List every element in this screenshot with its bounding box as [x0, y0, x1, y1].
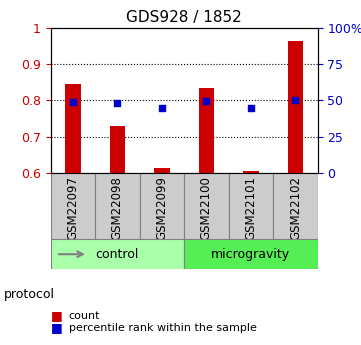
Text: GSM22100: GSM22100	[200, 177, 213, 240]
Text: GSM22102: GSM22102	[289, 177, 302, 240]
FancyBboxPatch shape	[51, 239, 184, 269]
Text: GSM22099: GSM22099	[155, 177, 168, 240]
Text: ■: ■	[51, 321, 62, 334]
FancyBboxPatch shape	[184, 239, 318, 269]
FancyBboxPatch shape	[51, 173, 95, 239]
Title: GDS928 / 1852: GDS928 / 1852	[126, 10, 242, 25]
Text: protocol: protocol	[4, 288, 55, 302]
FancyBboxPatch shape	[140, 173, 184, 239]
Point	[248, 106, 254, 111]
Bar	[243, 171, 259, 173]
Point	[70, 99, 76, 105]
Text: GSM22098: GSM22098	[111, 177, 124, 240]
Bar	[109, 126, 125, 173]
Bar	[65, 84, 81, 173]
Bar	[154, 168, 170, 173]
Point	[204, 98, 209, 104]
Text: percentile rank within the sample: percentile rank within the sample	[69, 323, 256, 333]
Point	[159, 106, 165, 111]
Text: microgravity: microgravity	[211, 248, 291, 261]
FancyBboxPatch shape	[95, 173, 140, 239]
Text: ■: ■	[51, 309, 62, 322]
Bar	[288, 41, 303, 173]
FancyBboxPatch shape	[184, 173, 229, 239]
Text: GSM22101: GSM22101	[244, 177, 257, 240]
Text: GSM22097: GSM22097	[66, 177, 79, 240]
FancyBboxPatch shape	[273, 173, 318, 239]
Point	[292, 97, 298, 102]
Text: count: count	[69, 311, 100, 321]
Text: control: control	[96, 248, 139, 261]
Bar	[199, 88, 214, 173]
Point	[114, 100, 120, 106]
FancyBboxPatch shape	[229, 173, 273, 239]
